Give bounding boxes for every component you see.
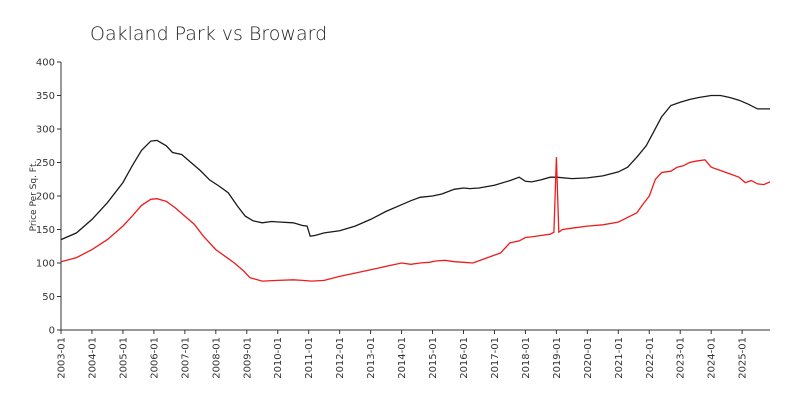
x-tick-label: 2014-01: [397, 337, 408, 379]
chart-title: Oakland Park vs Broward: [90, 23, 327, 45]
x-tick-label: 2024-01: [707, 337, 718, 379]
y-tick-label: 400: [36, 58, 55, 69]
y-axis-label: Price Per Sq. Ft.: [29, 161, 39, 232]
x-tick-label: 2022-01: [645, 337, 656, 379]
x-tick-label: 2006-01: [149, 337, 160, 379]
x-tick-label: 2019-01: [552, 337, 563, 379]
y-tick-label: 50: [42, 292, 55, 303]
x-tick-label: 2010-01: [273, 337, 284, 379]
y-tick-label: 200: [36, 192, 55, 203]
x-tick-label: 2023-01: [676, 337, 687, 379]
x-tick-label: 2009-01: [242, 337, 253, 379]
x-tick-label: 2012-01: [335, 337, 346, 379]
x-tick-label: 2013-01: [366, 337, 377, 379]
y-axis-ticks: 0 50 100 150 200 250 300 350 400: [36, 58, 61, 337]
series-line-broward: [60, 94, 770, 241]
x-tick-label: 2016-01: [459, 337, 470, 379]
x-tick-label: 2018-01: [521, 337, 532, 379]
y-tick-label: 150: [36, 225, 55, 236]
y-tick-label: 0: [49, 326, 55, 337]
x-tick-label: 2003-01: [57, 337, 68, 379]
x-tick-label: 2020-01: [583, 337, 594, 379]
x-tick-label: 2017-01: [490, 337, 501, 379]
x-tick-label: 2005-01: [118, 337, 129, 379]
x-tick-label: 2025-01: [738, 337, 749, 379]
x-tick-label: 2021-01: [614, 337, 625, 379]
x-tick-label: 2007-01: [180, 337, 191, 379]
series-line-oakland-park: [60, 157, 771, 282]
x-tick-label: 2004-01: [87, 337, 98, 379]
y-tick-label: 100: [36, 259, 55, 270]
x-tick-label: 2008-01: [211, 337, 222, 379]
y-tick-label: 350: [36, 91, 55, 102]
x-axis-ticks: 2003-01 2004-01 2005-01 2006-01 2007-01 2008-…: [57, 330, 749, 379]
y-tick-label: 250: [36, 158, 55, 169]
x-tick-label: 2011-01: [304, 337, 315, 379]
y-tick-label: 300: [36, 125, 55, 136]
x-tick-label: 2015-01: [428, 337, 439, 379]
